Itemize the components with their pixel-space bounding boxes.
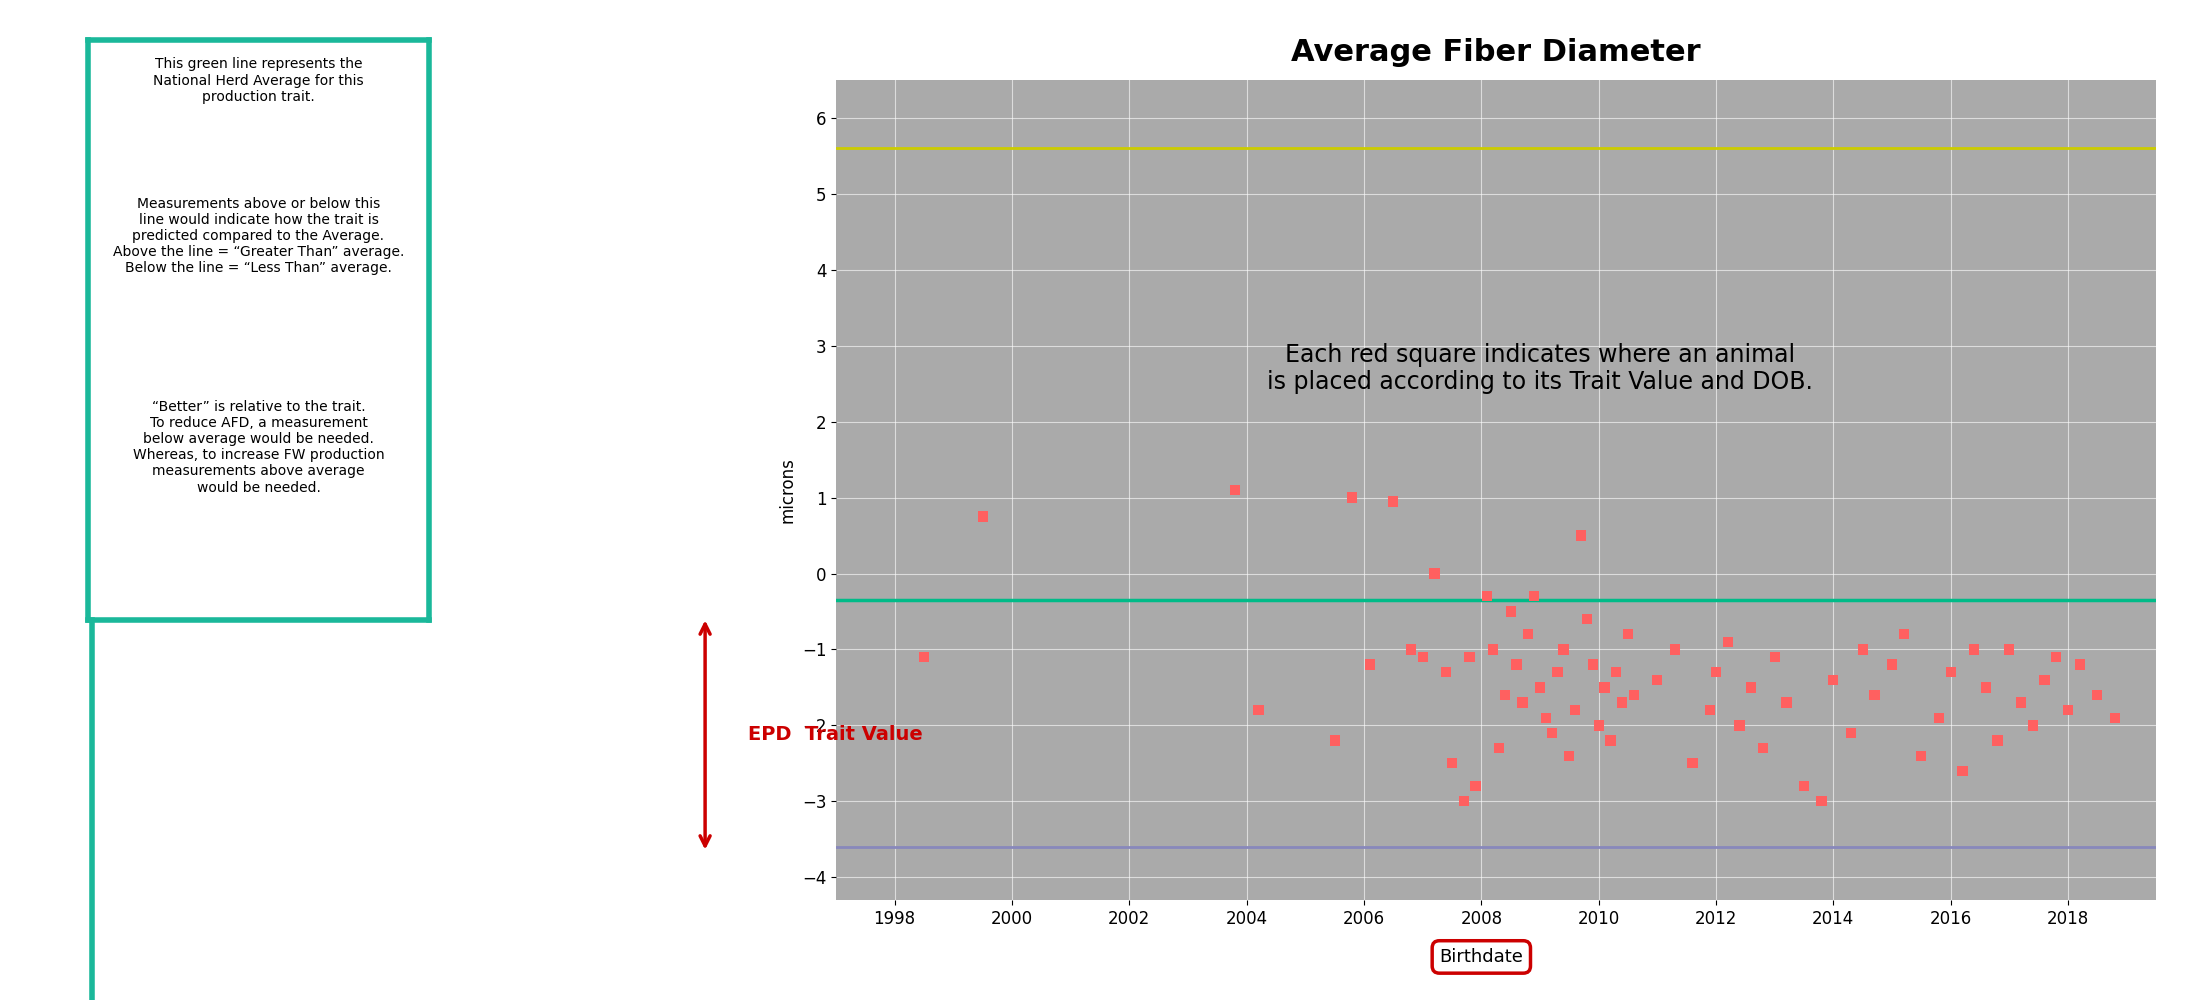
Point — [1481, 740, 1516, 756]
Point — [1903, 748, 1938, 764]
Point — [1593, 733, 1628, 749]
Text: Measurements above or below this
line would indicate how the trait is
predicted : Measurements above or below this line wo… — [112, 197, 405, 275]
Text: “Better” is relative to the trait.
To reduce AFD, a measurement
below average wo: “Better” is relative to the trait. To re… — [132, 400, 385, 495]
Point — [1934, 664, 1969, 680]
Point — [1547, 641, 1582, 657]
Point — [1617, 687, 1652, 703]
Point — [2061, 657, 2097, 673]
Point — [1558, 702, 1593, 718]
Point — [1674, 755, 1709, 771]
Point — [1434, 755, 1470, 771]
Point — [1745, 740, 1780, 756]
Point — [906, 649, 942, 665]
Point — [1551, 748, 1586, 764]
Point — [1569, 611, 1604, 627]
Point — [2004, 695, 2039, 711]
Point — [1582, 717, 1617, 733]
Point — [1610, 626, 1646, 642]
Point — [1487, 687, 1522, 703]
Point — [1459, 778, 1494, 794]
Point — [1945, 763, 1980, 779]
Point — [1599, 664, 1635, 680]
Point — [1657, 641, 1692, 657]
Text: Birthdate: Birthdate — [1439, 948, 1522, 966]
Point — [1476, 641, 1511, 657]
Point — [1833, 725, 1868, 741]
Point — [1709, 634, 1745, 650]
Point — [1217, 482, 1252, 498]
Point — [1804, 793, 1839, 809]
Point — [1406, 649, 1441, 665]
Point — [1498, 657, 1533, 673]
Point — [1470, 588, 1505, 604]
Point — [2079, 687, 2114, 703]
Point — [1393, 641, 1428, 657]
Point — [1241, 702, 1276, 718]
Point — [1874, 657, 1910, 673]
Point — [1516, 588, 1551, 604]
Point — [1991, 641, 2026, 657]
Point — [1885, 626, 1921, 642]
Point — [1846, 641, 1881, 657]
Y-axis label: microns: microns — [779, 457, 796, 523]
Point — [1428, 664, 1463, 680]
Point — [1815, 672, 1850, 688]
Point — [1533, 725, 1569, 741]
Point — [2097, 710, 2132, 726]
Point — [1723, 717, 1758, 733]
Point — [1692, 702, 1727, 718]
Text: EPD  Trait Value: EPD Trait Value — [748, 726, 922, 744]
Point — [1417, 566, 1452, 582]
Point — [1639, 672, 1674, 688]
Point — [1353, 657, 1388, 673]
Point — [1734, 679, 1769, 695]
Point — [1452, 649, 1487, 665]
Point — [2039, 649, 2075, 665]
Title: Average Fiber Diameter: Average Fiber Diameter — [1291, 38, 1701, 67]
Point — [1956, 641, 1991, 657]
Point — [1769, 695, 1804, 711]
Point — [1511, 626, 1547, 642]
Text: Each red square indicates where an animal
is placed according to its Trait Value: Each red square indicates where an anima… — [1267, 343, 1813, 394]
Point — [1318, 733, 1353, 749]
Point — [1575, 657, 1610, 673]
Point — [1586, 679, 1621, 695]
Point — [1375, 493, 1410, 509]
Point — [1522, 679, 1558, 695]
Point — [1540, 664, 1575, 680]
Point — [1857, 687, 1892, 703]
Point — [1980, 733, 2015, 749]
Point — [2015, 717, 2050, 733]
Point — [1564, 528, 1599, 544]
Point — [2050, 702, 2086, 718]
Point — [1698, 664, 1734, 680]
Point — [1335, 490, 1371, 506]
Point — [1505, 695, 1540, 711]
Point — [1529, 710, 1564, 726]
Point — [2026, 672, 2061, 688]
Point — [1604, 695, 1639, 711]
Point — [1969, 679, 2004, 695]
Point — [1758, 649, 1793, 665]
Point — [1786, 778, 1822, 794]
Point — [966, 509, 1001, 525]
Text: This green line represents the
National Herd Average for this
production trait.: This green line represents the National … — [154, 57, 363, 104]
Point — [1921, 710, 1956, 726]
Point — [1445, 793, 1481, 809]
Point — [1494, 603, 1529, 619]
